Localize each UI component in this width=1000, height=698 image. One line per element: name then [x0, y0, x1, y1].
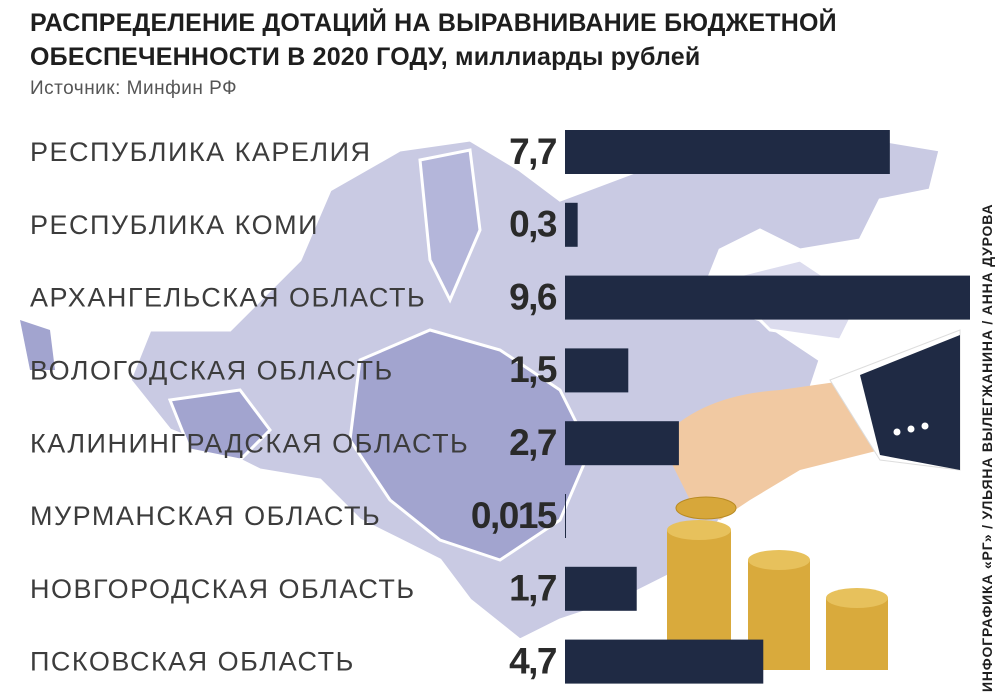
- map-region: [418, 148, 482, 304]
- button: [921, 422, 929, 430]
- chart-title: РАСПРЕДЕЛЕНИЕ ДОТАЦИЙ НА ВЫРАВНИВАНИЕ БЮ…: [30, 9, 837, 71]
- category-label: ВОЛОГОДСКАЯ ОБЛАСТЬ: [30, 356, 394, 386]
- coin: [748, 550, 810, 570]
- map-region: [20, 320, 55, 370]
- category-label: НОВГОРОДСКАЯ ОБЛАСТЬ: [30, 574, 416, 604]
- category-label: АРХАНГЕЛЬСКАЯ ОБЛАСТЬ: [30, 283, 426, 313]
- value-label: 1,5: [509, 349, 557, 390]
- map-background: [20, 128, 942, 642]
- button: [893, 428, 901, 436]
- bar: [565, 494, 566, 538]
- bar: [565, 130, 890, 174]
- map-region: [348, 328, 592, 562]
- hand-illustration: [660, 329, 961, 670]
- bar: [565, 639, 764, 684]
- category-label: ПСКОВСКАЯ ОБЛАСТЬ: [30, 647, 355, 677]
- source: Источник: Минфин РФ: [30, 78, 238, 99]
- coin: [826, 588, 888, 608]
- value-label: 7,7: [509, 131, 556, 172]
- hand: [660, 380, 880, 520]
- bar: [565, 275, 970, 320]
- bar: [565, 421, 679, 466]
- category-label: РЕСПУБЛИКА КАРЕЛИЯ: [30, 137, 372, 167]
- category-label: РЕСПУБЛИКА КОМИ: [30, 210, 319, 240]
- value-label: 2,7: [509, 422, 556, 463]
- map-region: [167, 388, 272, 462]
- value-label: 1,7: [509, 568, 556, 609]
- category-label: КАЛИНИНГРАДСКАЯ ОБЛАСТЬ: [30, 428, 469, 458]
- bar: [565, 202, 578, 247]
- button: [907, 425, 915, 433]
- bar: [565, 566, 637, 611]
- category-label: МУРМАНСКАЯ ОБЛАСТЬ: [30, 501, 381, 531]
- coin: [675, 496, 737, 520]
- sleeve: [860, 335, 960, 470]
- coin-stack: [826, 598, 888, 670]
- value-label: 9,6: [509, 276, 557, 317]
- value-label: 0,015: [471, 495, 557, 536]
- value-label: 0,3: [509, 204, 557, 245]
- value-label: 4,7: [509, 640, 556, 681]
- credit: ИНФОГРАФИКА «РГ» / УЛЬЯНА ВЫЛЕГЖАНИНА / …: [979, 204, 995, 692]
- bar: [565, 348, 629, 393]
- coin: [667, 520, 731, 540]
